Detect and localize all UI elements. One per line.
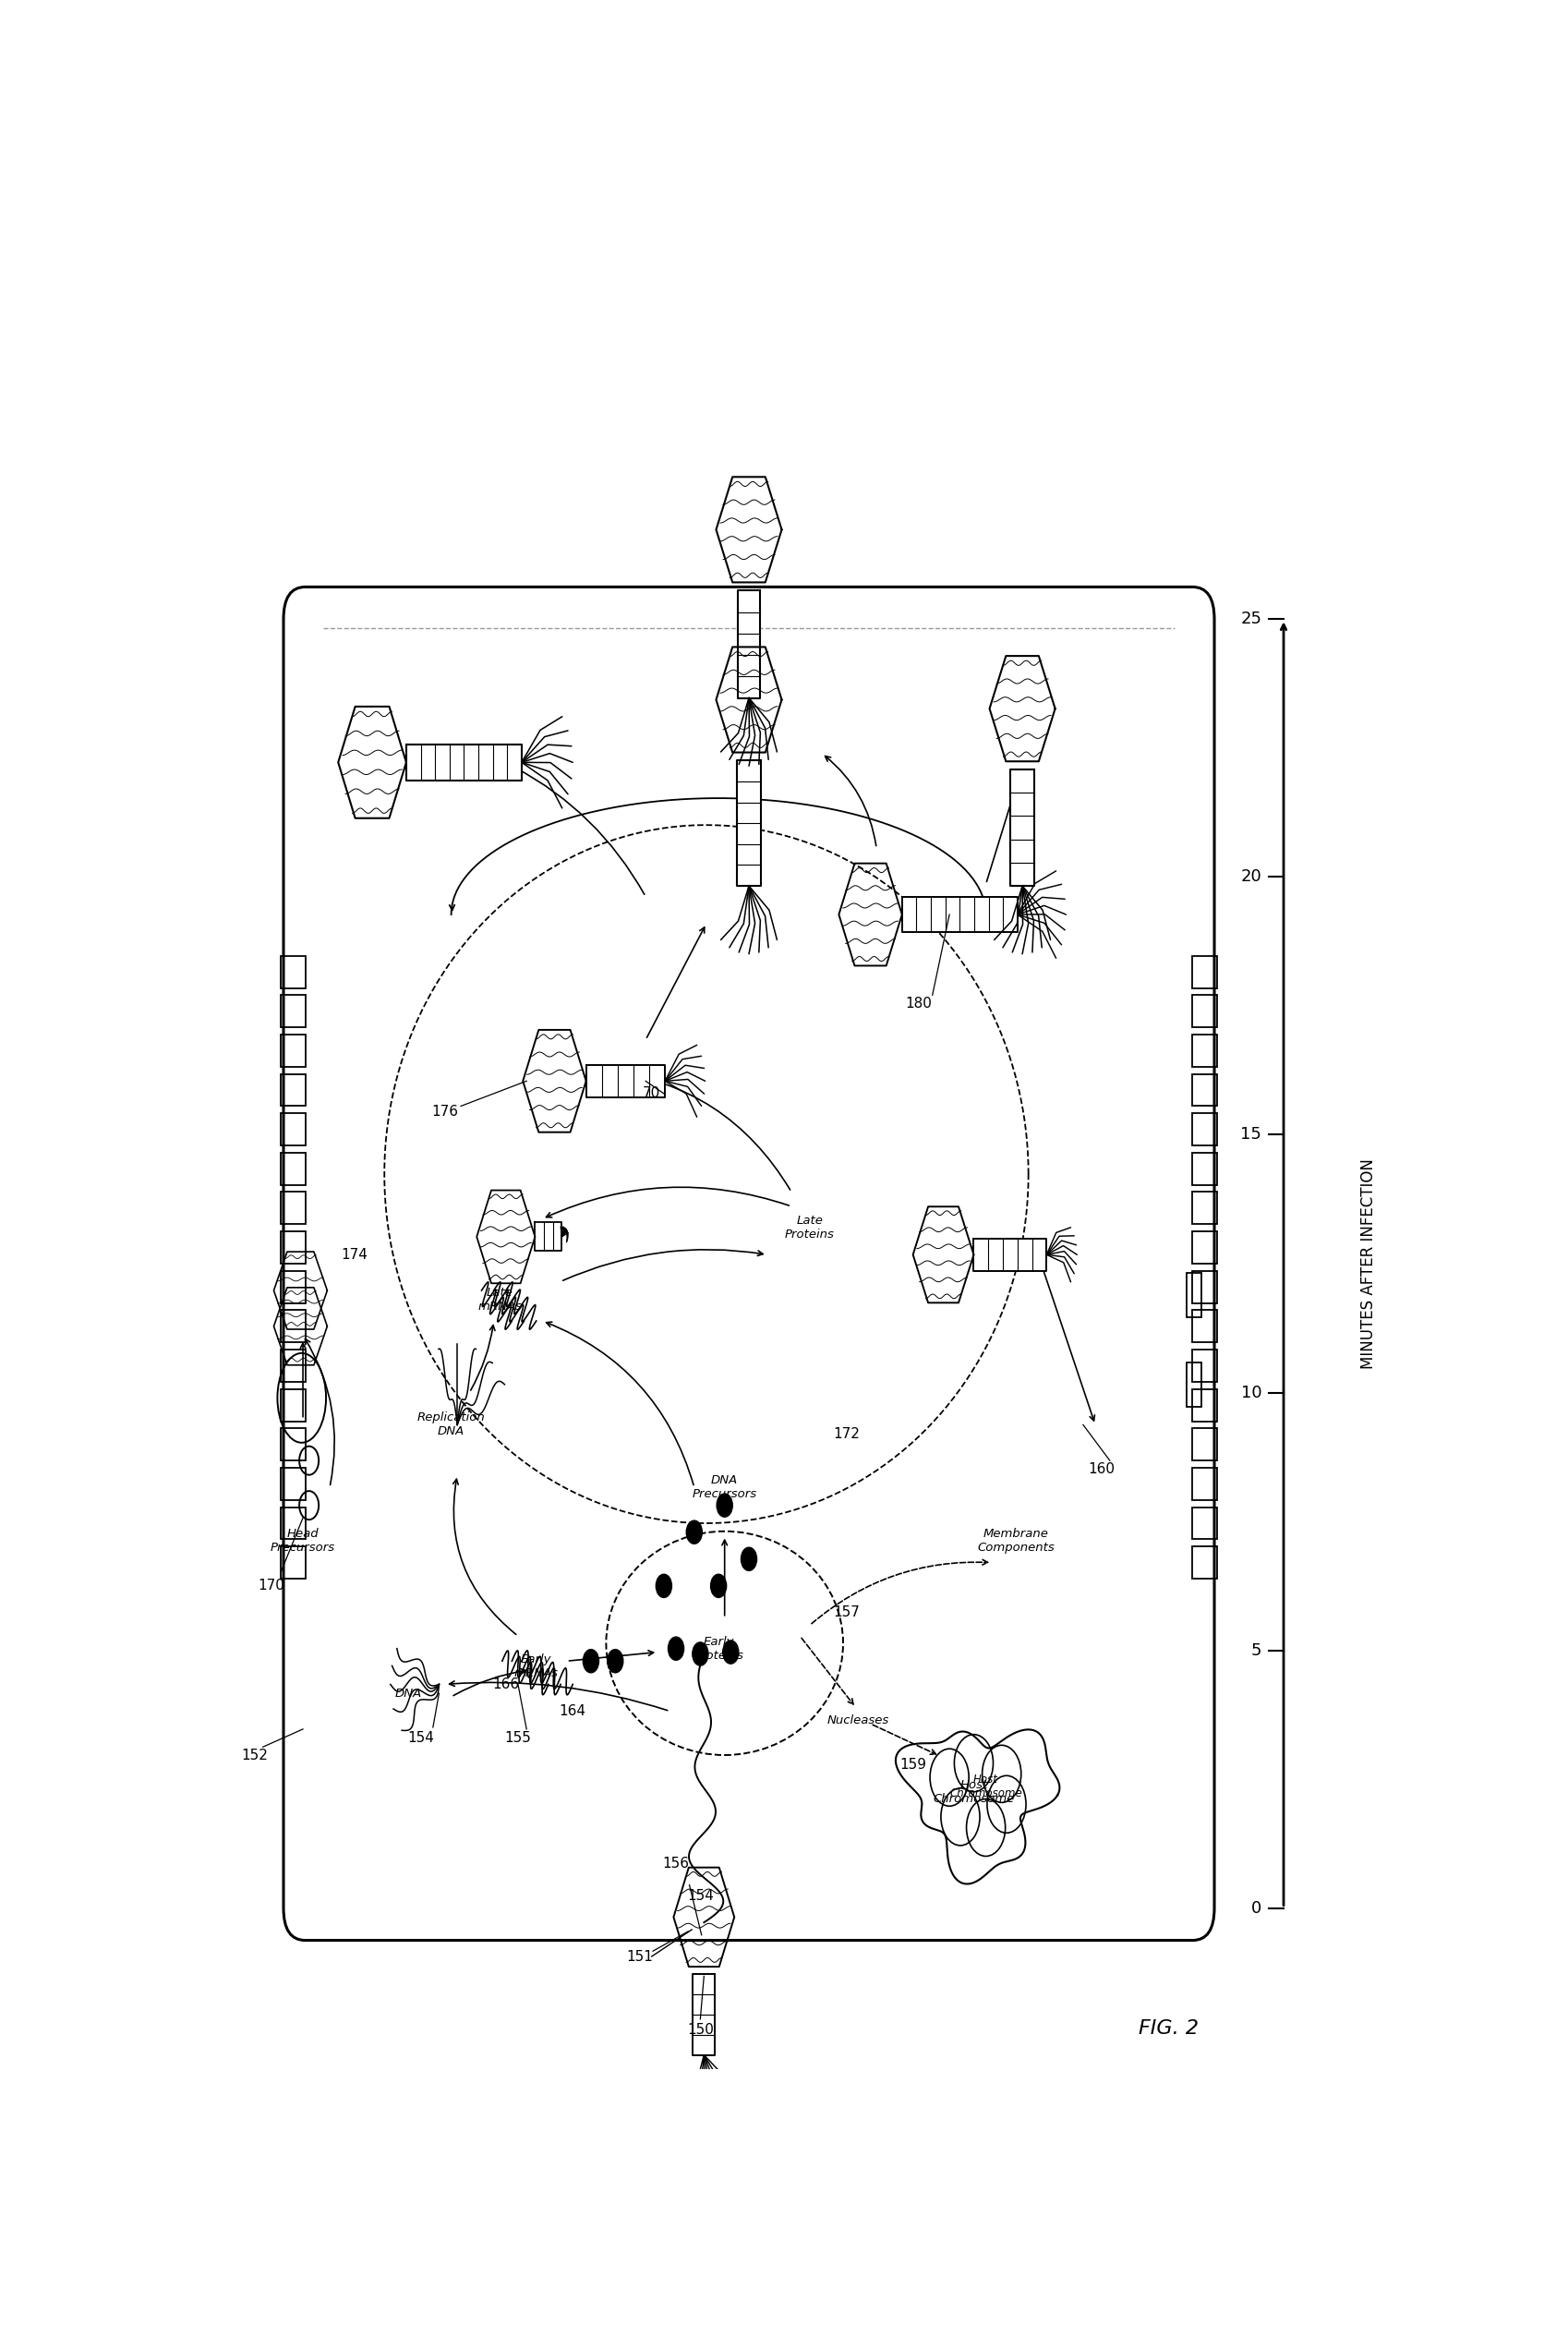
Polygon shape [739,591,760,697]
Text: 156: 156 [663,1855,690,1869]
Bar [1192,1467,1217,1500]
Text: 157: 157 [833,1607,859,1621]
Bar [281,1311,306,1342]
Text: 151: 151 [626,1951,652,1962]
Bar [1192,1193,1217,1225]
Text: Membrane
Components: Membrane Components [977,1528,1055,1553]
Bar [1192,1153,1217,1186]
Text: 160: 160 [1088,1462,1115,1476]
Circle shape [583,1648,599,1672]
Bar [281,1153,306,1186]
Circle shape [655,1574,671,1597]
Polygon shape [1010,770,1035,886]
Circle shape [668,1637,684,1660]
Text: 5: 5 [1251,1641,1262,1658]
Bar [281,1348,306,1381]
Bar [1192,1428,1217,1460]
Text: 170: 170 [259,1579,285,1593]
Bar [281,1428,306,1460]
Text: Head
Precursors: Head Precursors [271,1528,336,1553]
Text: 15: 15 [1240,1125,1262,1144]
Bar [281,1272,306,1302]
Text: Replication
DNA: Replication DNA [417,1411,485,1437]
Bar [281,1114,306,1146]
Text: Late
Proteins: Late Proteins [786,1216,834,1242]
Bar [1192,1035,1217,1067]
Bar [281,1507,306,1539]
Polygon shape [535,1223,561,1251]
Text: 155: 155 [505,1732,532,1746]
Text: 150: 150 [687,2023,713,2037]
Bar [1192,995,1217,1028]
Text: 164: 164 [560,1704,586,1718]
Text: FIG. 2: FIG. 2 [1138,2018,1198,2037]
Bar [1192,1546,1217,1579]
Bar [281,1074,306,1107]
Text: 154: 154 [687,1888,713,1902]
Circle shape [710,1574,726,1597]
Bar [1192,1232,1217,1265]
Polygon shape [902,897,1018,932]
Circle shape [742,1548,757,1572]
Text: Nucleases: Nucleases [828,1714,889,1725]
Text: Early
Proteins: Early Proteins [693,1634,743,1662]
Text: 152: 152 [241,1748,268,1762]
Text: 174: 174 [340,1249,367,1262]
Bar [281,1035,306,1067]
Text: 172: 172 [833,1428,859,1441]
Text: Late
mRNAs: Late mRNAs [478,1286,522,1311]
Text: 20: 20 [1240,870,1262,886]
Bar [281,1467,306,1500]
Bar [281,1546,306,1579]
Text: 10: 10 [1240,1383,1262,1402]
Polygon shape [974,1239,1047,1272]
Polygon shape [586,1065,665,1097]
Polygon shape [406,744,522,781]
Bar [1187,1362,1201,1407]
Bar [1192,1388,1217,1421]
Bar [1192,1507,1217,1539]
Bar [1192,1114,1217,1146]
Bar [281,956,306,988]
Text: DNA
Precursors: DNA Precursors [691,1474,757,1500]
Text: Host
Chromosome: Host Chromosome [950,1774,1022,1800]
Bar [281,1193,306,1225]
Bar [1192,956,1217,988]
Polygon shape [737,760,760,886]
Text: DNA: DNA [395,1688,422,1700]
Circle shape [717,1493,732,1516]
Circle shape [723,1641,739,1665]
Bar [281,995,306,1028]
Text: 180: 180 [906,997,933,1011]
Text: Host
Chromosome: Host Chromosome [933,1779,1014,1804]
Bar [281,1388,306,1421]
Text: 154: 154 [408,1732,434,1746]
Text: 0: 0 [1251,1900,1262,1916]
Text: Early
mRNAs: Early mRNAs [514,1653,558,1679]
Circle shape [693,1641,709,1665]
Text: 176: 176 [431,1104,458,1118]
Bar [1192,1311,1217,1342]
Bar [1192,1272,1217,1302]
Bar [1192,1348,1217,1381]
Circle shape [607,1648,622,1672]
Text: MINUTES AFTER INFECTION: MINUTES AFTER INFECTION [1361,1158,1377,1369]
Text: 70: 70 [643,1086,660,1100]
Circle shape [687,1521,702,1544]
Text: 25: 25 [1240,611,1262,628]
Bar [1187,1272,1201,1318]
Polygon shape [693,1974,715,2055]
Text: 166: 166 [492,1676,519,1690]
Text: 159: 159 [900,1758,927,1772]
Bar [1192,1074,1217,1107]
Bar [281,1232,306,1265]
